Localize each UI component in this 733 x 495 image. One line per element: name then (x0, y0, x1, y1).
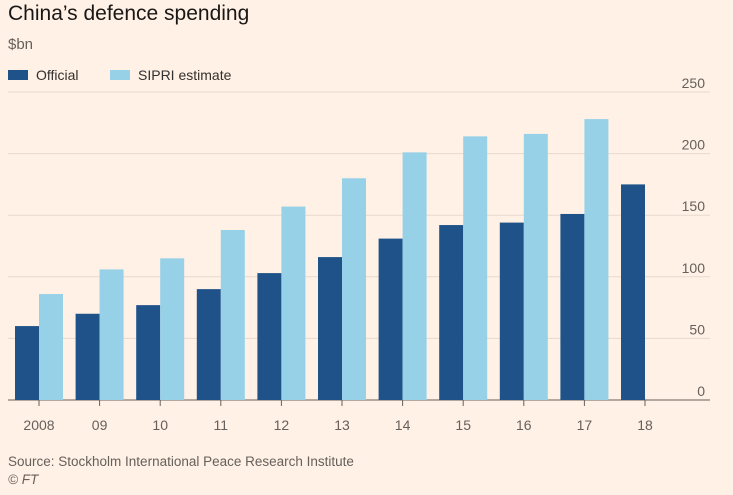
x-tick-label: 10 (152, 417, 168, 433)
bar-official-15 (439, 225, 464, 400)
x-tick-label: 14 (395, 417, 411, 433)
bar-official-11 (196, 289, 221, 400)
bar-official-13 (318, 257, 342, 400)
chart-title: China’s defence spending (8, 2, 250, 25)
legend-swatch-official (8, 70, 28, 80)
y-tick-label: 150 (682, 198, 706, 214)
bar-sipri-2008 (39, 294, 63, 400)
credit-note: © FT (8, 472, 39, 487)
x-tick-label: 13 (334, 417, 350, 433)
bar-sipri-12 (281, 206, 306, 400)
x-axis-ticks: 2008 09 10 11 12 13 14 15 16 17 18 (23, 400, 653, 433)
y-tick-label: 100 (682, 260, 706, 276)
bar-sipri-14 (402, 152, 427, 400)
bar-official-16 (499, 222, 524, 400)
legend-item-sipri: SIPRI estimate (110, 66, 231, 84)
y-tick-label: 250 (682, 75, 706, 91)
x-tick-label: 12 (274, 417, 290, 433)
legend-swatch-sipri (110, 70, 130, 80)
bar-official-12 (257, 273, 282, 400)
y-tick-label: 0 (697, 383, 705, 399)
bar-official-17 (560, 213, 585, 400)
bar-sipri-10 (160, 258, 185, 400)
bar-official-14 (378, 238, 403, 400)
bar-official-2008 (15, 326, 39, 400)
bar-official-10 (136, 305, 161, 400)
bar-official-18 (621, 184, 645, 400)
bar-sipri-17 (584, 119, 609, 400)
x-tick-label: 16 (516, 417, 532, 433)
bar-sipri-11 (220, 229, 245, 400)
x-tick-label: 2008 (23, 417, 54, 433)
bar-sipri-15 (463, 136, 488, 401)
bar-sipri-16 (523, 133, 548, 400)
y-axis-ticks: 0 50 100 150 200 250 (682, 75, 706, 399)
legend-item-official: Official (8, 66, 79, 84)
x-tick-label: 18 (637, 417, 653, 433)
bar-official-09 (75, 313, 100, 400)
x-tick-label: 17 (577, 417, 593, 433)
x-tick-label: 11 (214, 417, 229, 433)
y-tick-label: 50 (689, 321, 705, 337)
x-tick-label: 09 (92, 417, 108, 433)
bar-sipri-09 (99, 269, 124, 400)
source-note: Source: Stockholm International Peace Re… (8, 454, 354, 469)
y-tick-label: 200 (682, 137, 706, 153)
bar-sipri-13 (342, 178, 366, 400)
chart-subtitle: $bn (8, 36, 34, 53)
legend-label-sipri: SIPRI estimate (138, 67, 232, 83)
x-tick-label: 15 (455, 417, 471, 433)
bars (15, 119, 645, 401)
legend-label-official: Official (36, 67, 79, 83)
